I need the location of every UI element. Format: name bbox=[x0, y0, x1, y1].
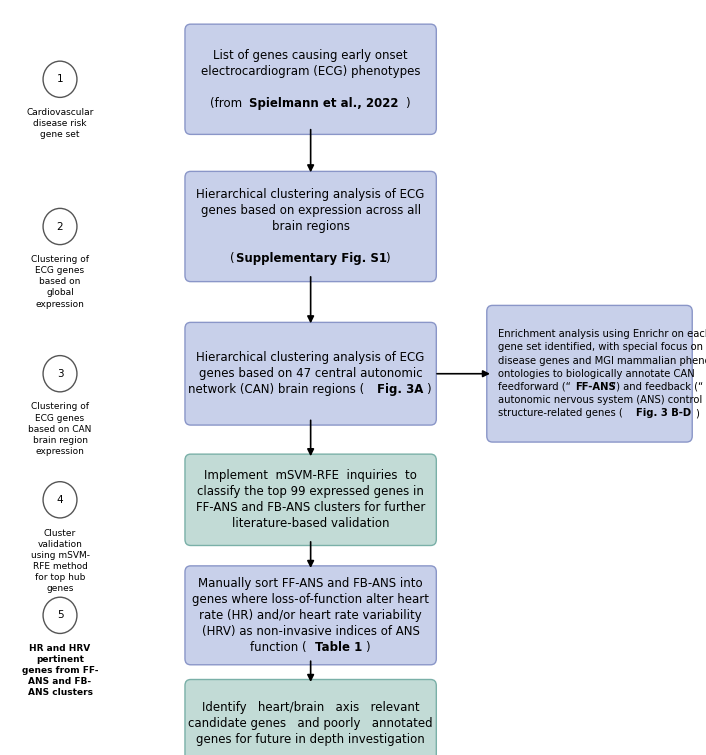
Text: Hierarchical clustering analysis of ECG: Hierarchical clustering analysis of ECG bbox=[196, 351, 425, 365]
Text: Fig. 3A: Fig. 3A bbox=[377, 384, 423, 396]
Text: 2: 2 bbox=[56, 221, 64, 232]
Text: disease genes and MGI mammalian phenotype: disease genes and MGI mammalian phenotyp… bbox=[498, 356, 706, 365]
Text: structure-related genes (: structure-related genes ( bbox=[498, 408, 623, 418]
Circle shape bbox=[43, 208, 77, 245]
Text: Manually sort FF-ANS and FB-ANS into: Manually sort FF-ANS and FB-ANS into bbox=[198, 577, 423, 590]
Text: electrocardiogram (ECG) phenotypes: electrocardiogram (ECG) phenotypes bbox=[201, 65, 420, 78]
FancyBboxPatch shape bbox=[185, 454, 436, 545]
FancyBboxPatch shape bbox=[185, 171, 436, 282]
FancyBboxPatch shape bbox=[185, 680, 436, 755]
Circle shape bbox=[43, 597, 77, 633]
Text: network (CAN) brain regions (: network (CAN) brain regions ( bbox=[189, 384, 365, 396]
Text: (: ( bbox=[229, 252, 234, 265]
Text: HR and HRV
pertinent
genes from FF-
ANS and FB-
ANS clusters: HR and HRV pertinent genes from FF- ANS … bbox=[22, 644, 98, 698]
FancyBboxPatch shape bbox=[185, 322, 436, 425]
Text: FF-ANS and FB-ANS clusters for further: FF-ANS and FB-ANS clusters for further bbox=[196, 501, 425, 514]
Text: Cardiovascular
disease risk
gene set: Cardiovascular disease risk gene set bbox=[26, 108, 94, 139]
Text: Clustering of
ECG genes
based on
global
expression: Clustering of ECG genes based on global … bbox=[31, 255, 89, 309]
Text: Spielmann et al., 2022: Spielmann et al., 2022 bbox=[249, 97, 398, 109]
Text: literature-based validation: literature-based validation bbox=[232, 517, 390, 530]
FancyBboxPatch shape bbox=[185, 566, 436, 665]
Text: FF-ANS: FF-ANS bbox=[575, 382, 616, 392]
Text: 5: 5 bbox=[56, 610, 64, 621]
Text: ): ) bbox=[405, 97, 409, 109]
Text: function (: function ( bbox=[250, 641, 307, 654]
Text: 3: 3 bbox=[56, 368, 64, 379]
Text: Identify   heart/brain   axis   relevant: Identify heart/brain axis relevant bbox=[202, 701, 419, 714]
Text: 1: 1 bbox=[56, 74, 64, 85]
Text: (HRV) as non-invasive indices of ANS: (HRV) as non-invasive indices of ANS bbox=[202, 625, 419, 638]
Text: ): ) bbox=[426, 384, 431, 396]
Text: 4: 4 bbox=[56, 495, 64, 505]
Text: classify the top 99 expressed genes in: classify the top 99 expressed genes in bbox=[197, 485, 424, 498]
FancyBboxPatch shape bbox=[487, 306, 693, 442]
Text: gene set identified, with special focus on human: gene set identified, with special focus … bbox=[498, 342, 706, 353]
Text: autonomic nervous system (ANS) control brain: autonomic nervous system (ANS) control b… bbox=[498, 395, 706, 405]
Text: candidate genes   and poorly   annotated: candidate genes and poorly annotated bbox=[189, 716, 433, 730]
Circle shape bbox=[43, 482, 77, 518]
Text: Fig. 3 B-D: Fig. 3 B-D bbox=[635, 408, 690, 418]
Text: rate (HR) and/or heart rate variability: rate (HR) and/or heart rate variability bbox=[199, 609, 422, 622]
Text: ): ) bbox=[385, 252, 390, 265]
Text: genes where loss-of-function alter heart: genes where loss-of-function alter heart bbox=[192, 593, 429, 606]
Circle shape bbox=[43, 356, 77, 392]
Text: feedforward (“: feedforward (“ bbox=[498, 382, 571, 392]
Text: genes for future in depth investigation: genes for future in depth investigation bbox=[196, 732, 425, 746]
Text: ontologies to biologically annotate CAN: ontologies to biologically annotate CAN bbox=[498, 368, 695, 379]
Text: ”) and feedback (“: ”) and feedback (“ bbox=[611, 382, 703, 392]
Text: Supplementary Fig. S1: Supplementary Fig. S1 bbox=[237, 252, 388, 265]
Text: genes based on expression across all: genes based on expression across all bbox=[201, 204, 421, 217]
Text: Hierarchical clustering analysis of ECG: Hierarchical clustering analysis of ECG bbox=[196, 188, 425, 201]
Circle shape bbox=[43, 61, 77, 97]
Text: Clustering of
ECG genes
based on CAN
brain region
expression: Clustering of ECG genes based on CAN bra… bbox=[28, 402, 92, 456]
Text: Table 1: Table 1 bbox=[315, 641, 362, 654]
Text: Implement  mSVM-RFE  inquiries  to: Implement mSVM-RFE inquiries to bbox=[204, 470, 417, 482]
Text: (from: (from bbox=[210, 97, 246, 109]
Text: brain regions: brain regions bbox=[272, 220, 349, 233]
Text: Cluster
validation
using mSVM-
RFE method
for top hub
genes: Cluster validation using mSVM- RFE metho… bbox=[30, 528, 90, 593]
Text: Enrichment analysis using Enrichr on each cluster: Enrichment analysis using Enrichr on eac… bbox=[498, 329, 706, 339]
Text: genes based on 47 central autonomic: genes based on 47 central autonomic bbox=[199, 367, 422, 381]
Text: ): ) bbox=[695, 408, 700, 418]
Text: List of genes causing early onset: List of genes causing early onset bbox=[213, 49, 408, 62]
FancyBboxPatch shape bbox=[185, 24, 436, 134]
Text: ): ) bbox=[365, 641, 369, 654]
